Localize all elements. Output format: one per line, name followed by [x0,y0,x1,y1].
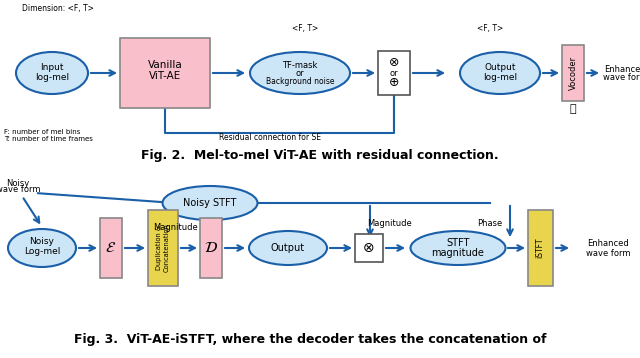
Bar [378,51,410,95]
FancyBboxPatch shape [120,38,210,108]
Text: Output: Output [484,63,516,73]
Bar [528,210,553,286]
Text: wave form: wave form [0,185,40,194]
Text: Magnitude: Magnitude [367,218,412,227]
Text: Noisy: Noisy [29,237,54,247]
Text: log-mel: log-mel [35,73,69,82]
Bar [355,234,383,262]
Text: STFT: STFT [446,238,470,248]
Ellipse shape [8,229,76,267]
Text: Dimension: <F, T>: Dimension: <F, T> [22,4,94,13]
Ellipse shape [250,52,350,94]
Text: log-mel: log-mel [483,73,517,82]
Text: Magnitude: Magnitude [152,223,197,232]
Ellipse shape [410,231,506,265]
Text: magnitude: magnitude [431,248,484,258]
Bar [100,218,122,278]
Text: Vanilla: Vanilla [148,60,182,70]
Text: Log-mel: Log-mel [24,247,60,256]
Text: $\mathcal{E}$: $\mathcal{E}$ [106,241,116,256]
FancyBboxPatch shape [562,45,584,101]
Bar [200,218,222,278]
Text: ⊕: ⊕ [388,77,399,90]
Bar [148,210,178,286]
Text: <F, T>: <F, T> [477,24,503,33]
Text: Fig. 3.  ViT-AE-iSTFT, where the decoder takes the concatenation of: Fig. 3. ViT-AE-iSTFT, where the decoder … [74,334,547,347]
Text: F: number of mel bins: F: number of mel bins [4,129,81,135]
Text: <F, T>: <F, T> [292,24,318,33]
Text: iSTFT: iSTFT [536,238,545,258]
Ellipse shape [249,231,327,265]
Text: Vocoder: Vocoder [568,56,577,90]
Text: Phase: Phase [477,218,502,227]
Text: Output: Output [271,243,305,253]
Text: ⊗: ⊗ [388,57,399,69]
Ellipse shape [16,52,88,94]
Text: ViT-AE: ViT-AE [149,71,181,81]
Text: wave form: wave form [603,73,640,82]
Text: Residual connection for SE: Residual connection for SE [219,134,321,142]
Text: $\mathcal{D}$: $\mathcal{D}$ [204,241,218,256]
Text: 🔒: 🔒 [570,104,576,114]
Text: Enhanced: Enhanced [604,64,640,73]
Text: Duplication &
Concatenation: Duplication & Concatenation [157,224,170,272]
Ellipse shape [163,186,257,220]
Text: wave form: wave form [586,248,630,257]
Text: T: number of time frames: T: number of time frames [4,136,93,142]
Text: or: or [296,68,304,77]
Text: TF-mask: TF-mask [282,62,317,71]
Text: ⊗: ⊗ [363,241,375,255]
Text: Input: Input [40,63,64,73]
Text: Fig. 2.  Mel-to-mel ViT-AE with residual connection.: Fig. 2. Mel-to-mel ViT-AE with residual … [141,150,499,163]
Text: or: or [390,68,398,77]
Text: Enhanced: Enhanced [587,240,629,248]
Text: Noisy: Noisy [6,179,29,188]
Text: Noisy STFT: Noisy STFT [183,198,237,208]
Text: Background noise: Background noise [266,77,334,86]
Ellipse shape [460,52,540,94]
